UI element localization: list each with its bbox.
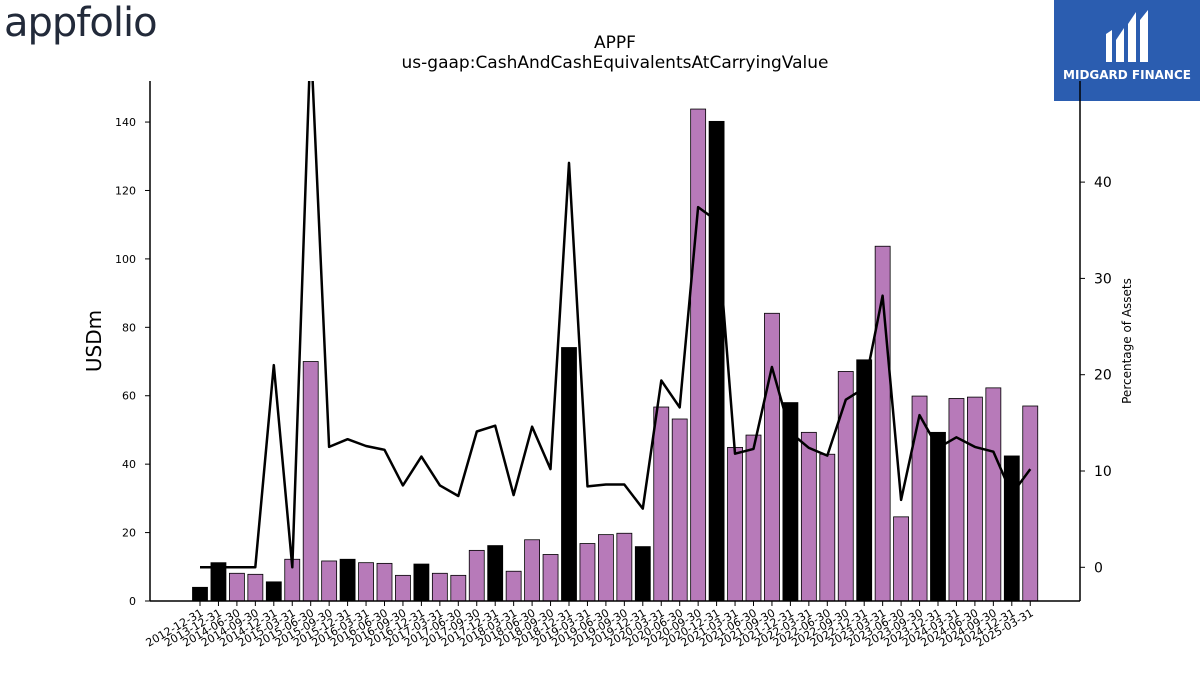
bar: [542, 554, 559, 601]
midgard-mark-icon: [1106, 10, 1148, 62]
series-line: [200, 81, 1032, 569]
bar: [228, 572, 245, 601]
y2-tick-label: 20: [1094, 368, 1112, 384]
axes-group: 0204060801001201400102030402012-12-31201…: [115, 81, 1112, 650]
y-tick-label: 100: [115, 253, 136, 266]
bar: [431, 572, 448, 601]
line-group: [200, 81, 1032, 569]
bar: [727, 446, 743, 601]
bar: [745, 434, 762, 601]
bar: [690, 108, 707, 601]
bar: [450, 574, 467, 601]
y-tick-label: 60: [122, 390, 136, 403]
y2-axis-label: Percentage of Assets: [1120, 278, 1134, 404]
bar: [413, 563, 430, 601]
bar: [911, 395, 928, 601]
bar: [985, 387, 1002, 601]
chart-title: APPF: [594, 33, 636, 53]
bar: [837, 371, 854, 601]
bar: [930, 431, 946, 601]
bar: [856, 359, 873, 601]
bar: [800, 431, 817, 601]
y-axis-label: USDm: [82, 310, 106, 372]
bar: [321, 560, 338, 601]
bar: [782, 402, 799, 601]
bar: [653, 406, 670, 601]
y-tick-label: 0: [129, 595, 136, 608]
bar: [302, 361, 319, 601]
bar: [671, 418, 688, 601]
midgard-finance-logo: MIDGARD FINANCE: [1054, 0, 1200, 101]
bar: [247, 573, 264, 601]
bar: [561, 347, 577, 601]
y-tick-label: 140: [115, 116, 136, 129]
bar: [468, 549, 485, 601]
appfolio-logo: appfolio: [4, 0, 158, 46]
bar: [634, 546, 651, 601]
bar: [487, 545, 504, 601]
bar: [598, 534, 614, 601]
bar: [948, 398, 965, 601]
bar: [819, 453, 836, 601]
y-tick-label: 20: [122, 527, 136, 540]
y2-tick-label: 30: [1094, 271, 1112, 287]
bar: [764, 312, 780, 601]
bar: [1003, 455, 1020, 601]
bar: [265, 581, 282, 601]
y2-tick-label: 0: [1094, 560, 1103, 576]
bar: [893, 516, 909, 601]
chart-subtitle: us-gaap:CashAndCashEquivalentsAtCarrying…: [402, 53, 829, 73]
bar: [1022, 405, 1039, 601]
bar: [524, 539, 540, 601]
bar: [505, 570, 522, 601]
bar: [395, 574, 411, 601]
bars-group: [192, 108, 1039, 601]
midgard-finance-text: MIDGARD FINANCE: [1063, 68, 1191, 82]
bar: [339, 558, 356, 601]
y-tick-label: 120: [115, 184, 136, 197]
y-tick-label: 40: [122, 458, 136, 471]
bar: [616, 532, 633, 601]
bar: [358, 562, 374, 601]
bar: [579, 543, 596, 601]
bar: [967, 396, 983, 601]
bar: [376, 562, 393, 601]
bar: [192, 586, 208, 601]
bar: [708, 120, 725, 601]
y-tick-label: 80: [122, 321, 136, 334]
y2-tick-label: 10: [1094, 464, 1112, 480]
y2-tick-label: 40: [1094, 175, 1112, 191]
